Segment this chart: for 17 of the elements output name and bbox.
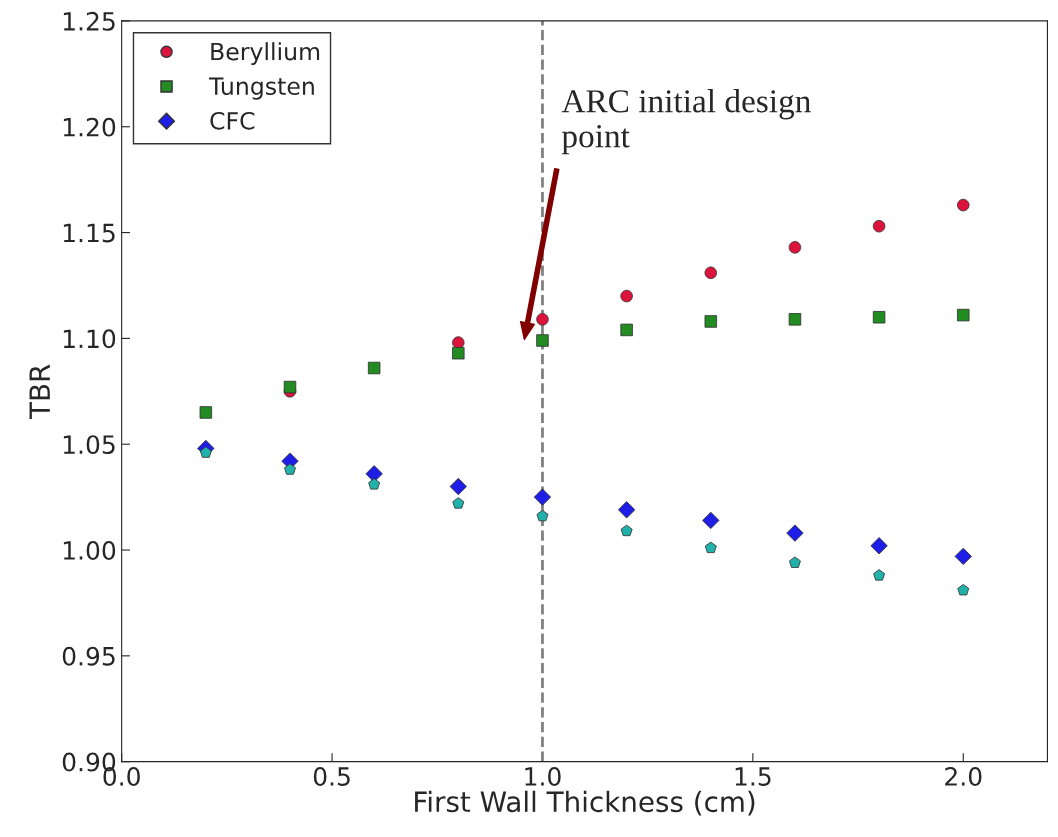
y-axis-title: TBR: [29, 364, 50, 420]
y-tick-label: 1.15: [63, 223, 115, 243]
x-tick-label: 1.5: [735, 767, 771, 786]
y-tick-label: 1.10: [63, 329, 116, 349]
y-tick-label: 1.00: [63, 540, 116, 560]
x-axis-title: First Wall Thickness (cm): [415, 790, 755, 816]
x-tick-label: 1.0: [525, 766, 561, 786]
legend-label: Beryllium: [211, 42, 320, 66]
annotation: ARC initial design point: [561, 89, 811, 155]
y-tick-label: 0.95: [62, 646, 115, 666]
legend-label: Tungsten: [208, 77, 314, 100]
y-tick-label: 1.20: [63, 117, 116, 137]
x-tick-label: 0.5: [313, 766, 350, 786]
y-tick-label: 1.25: [63, 11, 115, 31]
y-tick-label: 1.05: [63, 435, 115, 455]
x-tick-label: 2.0: [945, 766, 982, 786]
legend-label: CFC: [210, 111, 255, 130]
